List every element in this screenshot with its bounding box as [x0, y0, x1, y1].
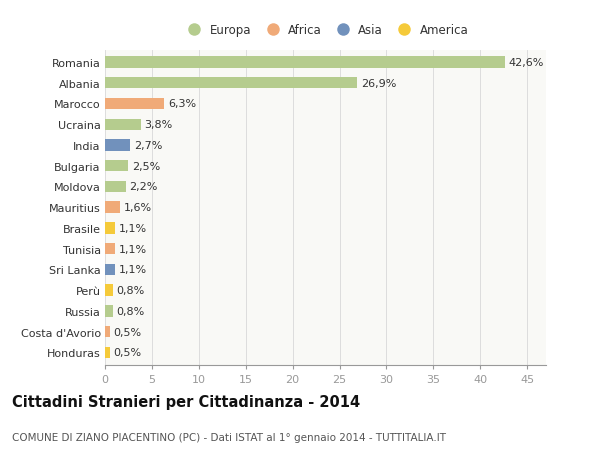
Text: 1,1%: 1,1%: [119, 224, 147, 233]
Bar: [105, 99, 164, 110]
Bar: [105, 161, 128, 172]
Text: 1,6%: 1,6%: [124, 203, 152, 213]
Bar: [105, 223, 115, 234]
Bar: [105, 347, 110, 358]
Text: 6,3%: 6,3%: [168, 99, 196, 109]
Text: 0,8%: 0,8%: [116, 285, 145, 296]
Bar: [105, 181, 125, 193]
Text: 2,7%: 2,7%: [134, 140, 163, 151]
Text: 26,9%: 26,9%: [361, 78, 397, 89]
Bar: [105, 243, 115, 255]
Text: 0,8%: 0,8%: [116, 306, 145, 316]
Text: 42,6%: 42,6%: [508, 58, 544, 68]
Bar: [105, 285, 113, 296]
Text: 3,8%: 3,8%: [145, 120, 173, 130]
Text: 0,5%: 0,5%: [113, 327, 142, 337]
Text: 0,5%: 0,5%: [113, 347, 142, 358]
Bar: [105, 119, 140, 131]
Bar: [105, 78, 358, 89]
Bar: [105, 264, 115, 275]
Bar: [105, 305, 113, 317]
Text: 1,1%: 1,1%: [119, 265, 147, 275]
Text: COMUNE DI ZIANO PIACENTINO (PC) - Dati ISTAT al 1° gennaio 2014 - TUTTITALIA.IT: COMUNE DI ZIANO PIACENTINO (PC) - Dati I…: [12, 432, 446, 442]
Text: 1,1%: 1,1%: [119, 244, 147, 254]
Legend: Europa, Africa, Asia, America: Europa, Africa, Asia, America: [178, 19, 473, 41]
Text: 2,5%: 2,5%: [132, 161, 160, 171]
Bar: [105, 140, 130, 151]
Bar: [105, 57, 505, 68]
Bar: [105, 202, 120, 213]
Text: 2,2%: 2,2%: [130, 182, 158, 192]
Bar: [105, 326, 110, 337]
Text: Cittadini Stranieri per Cittadinanza - 2014: Cittadini Stranieri per Cittadinanza - 2…: [12, 394, 360, 409]
